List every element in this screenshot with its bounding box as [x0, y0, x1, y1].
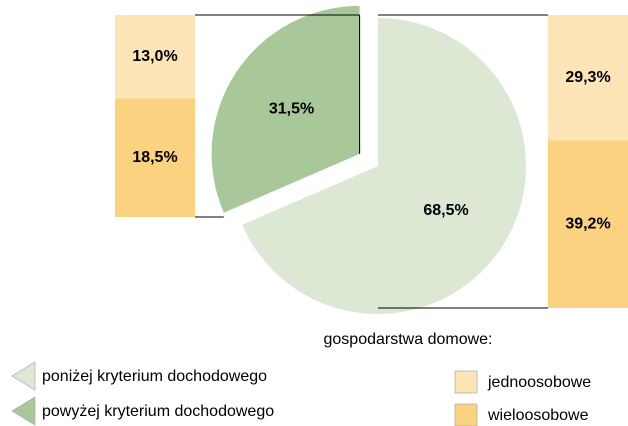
value-label: 68,5% — [423, 202, 468, 219]
value-label: 18,5% — [132, 149, 177, 166]
legend-label: wieloosobowe — [487, 407, 589, 424]
pie-slice — [211, 5, 360, 213]
legend-marker — [454, 403, 478, 426]
value-label: 13,0% — [132, 48, 177, 65]
legend-label: powyżej kryterium dochodowego — [42, 403, 274, 420]
legend-marker — [454, 370, 478, 394]
legend-title: gospodarstwa domowe: — [324, 331, 493, 348]
value-label: 29,3% — [565, 69, 610, 86]
value-label: 31,5% — [269, 100, 314, 117]
bar-segment — [548, 140, 628, 308]
legend-label: jednoosobowe — [487, 374, 591, 391]
bar-segment — [115, 15, 195, 99]
bar-segment — [115, 98, 195, 217]
bar-segment — [548, 15, 628, 141]
legend-marker — [11, 396, 36, 426]
legend-label: poniżej kryterium dochodowego — [42, 368, 267, 385]
pie-slice — [242, 18, 527, 314]
value-label: 39,2% — [565, 215, 610, 232]
legend-marker — [11, 361, 36, 391]
